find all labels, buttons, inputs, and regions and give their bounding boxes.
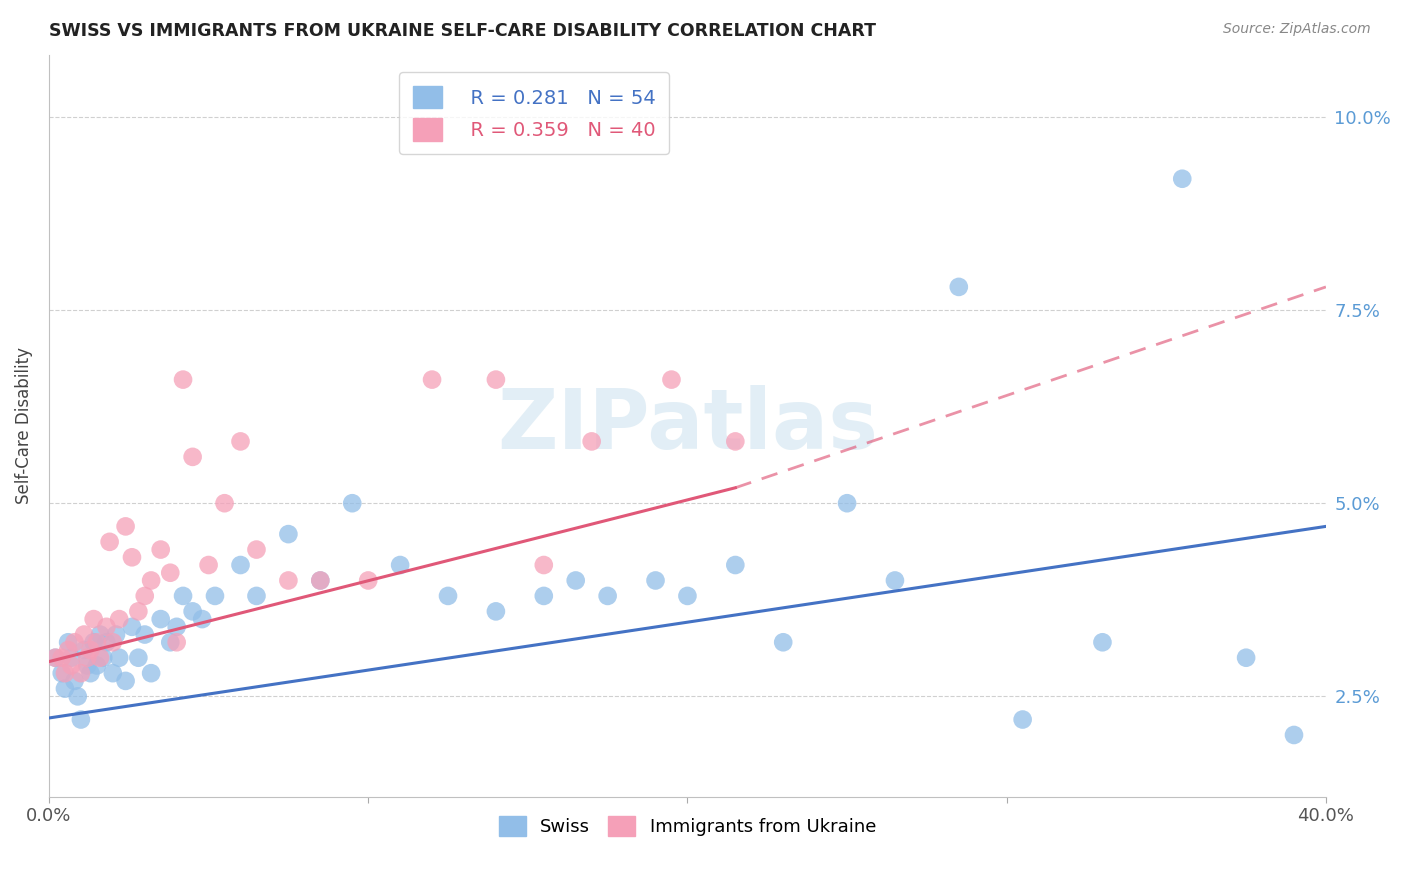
- Point: [309, 574, 332, 588]
- Point: [229, 558, 252, 572]
- Point: [73, 627, 96, 641]
- Point: [127, 650, 149, 665]
- Point: [56, 635, 79, 649]
- Point: [44, 650, 66, 665]
- Point: [83, 612, 105, 626]
- Point: [772, 635, 794, 649]
- Point: [51, 650, 73, 665]
- Point: [60, 650, 83, 665]
- Point: [245, 542, 267, 557]
- Point: [724, 434, 747, 449]
- Point: [134, 589, 156, 603]
- Point: [70, 666, 93, 681]
- Point: [191, 612, 214, 626]
- Point: [342, 496, 364, 510]
- Point: [485, 604, 508, 618]
- Point: [676, 589, 699, 603]
- Point: [105, 627, 128, 641]
- Legend: Swiss, Immigrants from Ukraine: Swiss, Immigrants from Ukraine: [499, 816, 876, 836]
- Point: [89, 650, 111, 665]
- Point: [114, 519, 136, 533]
- Point: [56, 643, 79, 657]
- Point: [214, 496, 236, 510]
- Point: [121, 550, 143, 565]
- Point: [159, 566, 181, 580]
- Point: [53, 681, 76, 696]
- Point: [79, 643, 101, 657]
- Point: [63, 673, 86, 688]
- Point: [121, 620, 143, 634]
- Point: [96, 620, 118, 634]
- Point: [134, 627, 156, 641]
- Point: [44, 650, 66, 665]
- Y-axis label: Self-Care Disability: Self-Care Disability: [15, 348, 32, 505]
- Point: [204, 589, 226, 603]
- Point: [139, 574, 162, 588]
- Point: [245, 589, 267, 603]
- Text: ZIPatlas: ZIPatlas: [496, 385, 877, 467]
- Point: [149, 612, 172, 626]
- Point: [51, 666, 73, 681]
- Text: SWISS VS IMMIGRANTS FROM UKRAINE SELF-CARE DISABILITY CORRELATION CHART: SWISS VS IMMIGRANTS FROM UKRAINE SELF-CA…: [49, 22, 876, 40]
- Point: [53, 666, 76, 681]
- Point: [101, 635, 124, 649]
- Point: [1282, 728, 1305, 742]
- Point: [139, 666, 162, 681]
- Point: [835, 496, 858, 510]
- Point: [149, 542, 172, 557]
- Point: [166, 635, 188, 649]
- Point: [277, 527, 299, 541]
- Point: [420, 373, 443, 387]
- Point: [197, 558, 219, 572]
- Point: [63, 635, 86, 649]
- Point: [98, 534, 121, 549]
- Point: [533, 589, 555, 603]
- Point: [596, 589, 619, 603]
- Point: [884, 574, 907, 588]
- Point: [1091, 635, 1114, 649]
- Point: [101, 666, 124, 681]
- Point: [948, 280, 970, 294]
- Point: [108, 612, 131, 626]
- Point: [485, 373, 508, 387]
- Point: [181, 604, 204, 618]
- Point: [389, 558, 412, 572]
- Point: [1234, 650, 1257, 665]
- Point: [533, 558, 555, 572]
- Point: [89, 627, 111, 641]
- Point: [86, 658, 108, 673]
- Point: [159, 635, 181, 649]
- Text: Source: ZipAtlas.com: Source: ZipAtlas.com: [1223, 22, 1371, 37]
- Point: [96, 635, 118, 649]
- Point: [76, 658, 98, 673]
- Point: [564, 574, 586, 588]
- Point: [114, 673, 136, 688]
- Point: [357, 574, 380, 588]
- Point: [166, 620, 188, 634]
- Point: [644, 574, 666, 588]
- Point: [172, 589, 194, 603]
- Point: [229, 434, 252, 449]
- Point: [581, 434, 603, 449]
- Point: [277, 574, 299, 588]
- Point: [79, 666, 101, 681]
- Point: [1171, 171, 1194, 186]
- Point: [181, 450, 204, 464]
- Point: [661, 373, 683, 387]
- Point: [60, 658, 83, 673]
- Point: [127, 604, 149, 618]
- Point: [91, 650, 114, 665]
- Point: [86, 635, 108, 649]
- Point: [437, 589, 460, 603]
- Point: [76, 650, 98, 665]
- Point: [73, 643, 96, 657]
- Point: [83, 635, 105, 649]
- Point: [108, 650, 131, 665]
- Point: [66, 690, 89, 704]
- Point: [1011, 713, 1033, 727]
- Point: [724, 558, 747, 572]
- Point: [309, 574, 332, 588]
- Point: [70, 713, 93, 727]
- Point: [172, 373, 194, 387]
